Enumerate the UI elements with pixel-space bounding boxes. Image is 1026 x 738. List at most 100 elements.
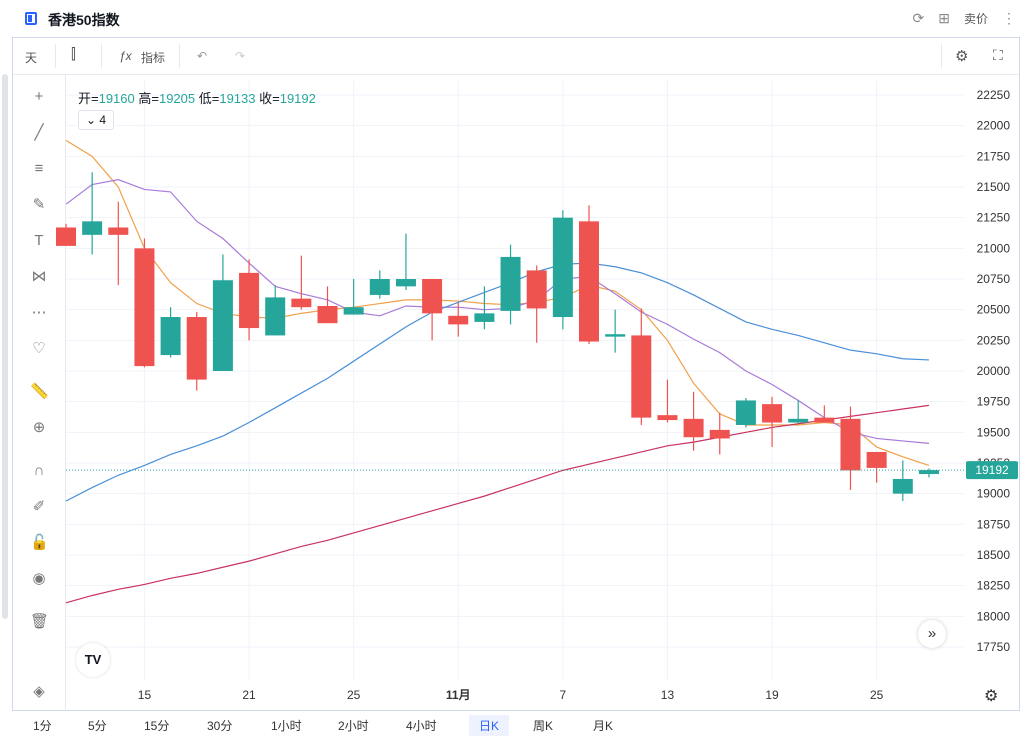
ruler-icon[interactable]: 📏 — [30, 383, 49, 400]
zoom-icon[interactable]: ⊕ — [32, 419, 46, 436]
page-scrollbar[interactable] — [2, 74, 8, 619]
magnet-icon[interactable]: ∩ — [33, 462, 45, 479]
candle-body[interactable] — [840, 418, 861, 471]
lock-drawing-icon[interactable]: ✐ — [32, 498, 46, 515]
undo-icon[interactable]: ↶ — [197, 49, 208, 63]
candle-body[interactable] — [866, 451, 887, 468]
candle-body[interactable] — [395, 279, 416, 287]
candle-body[interactable] — [788, 418, 809, 423]
legend-toggle[interactable]: ⌄ 4 — [78, 110, 114, 130]
ohlc-readout: 开=19160 高=19205 低=19133 收=19192 — [78, 88, 316, 107]
candle-body[interactable] — [265, 297, 286, 336]
candle-body[interactable] — [448, 315, 469, 325]
ma-line-3 — [65, 404, 930, 604]
candle-body[interactable] — [134, 248, 155, 367]
ma-line-0 — [65, 139, 930, 467]
y-tick-label: 19500 — [977, 425, 1011, 439]
horizontal-lines-icon[interactable]: ≡ — [34, 160, 44, 177]
function-icon[interactable]: ƒx — [119, 49, 132, 63]
chart-toolbar: 天 ⫿ ƒx 指标 ↶ ↷ ⚙ ⛶ — [13, 38, 1019, 75]
candle-body[interactable] — [657, 415, 678, 421]
period-6[interactable]: 4小时 — [406, 719, 437, 733]
y-tick-label: 22250 — [977, 88, 1011, 102]
candle-body[interactable] — [631, 335, 652, 418]
top-right-actions: ⟳ ⊞ 卖价 ⋮ — [913, 10, 1016, 27]
candle-body[interactable] — [369, 279, 390, 295]
candle-body[interactable] — [526, 270, 547, 309]
candle-body[interactable] — [762, 404, 783, 423]
candle-body[interactable] — [500, 256, 521, 311]
candle-body[interactable] — [108, 227, 129, 235]
candle-type-icon[interactable]: ⫿ — [71, 46, 76, 63]
drawing-tools: + ╱ ≡ ✎ T ⋈ ⋯ ♡ 📏 ⊕ ∩ ✐ 🔓 ◉ 🗑 ◈ — [13, 75, 66, 711]
redo-icon[interactable]: ↷ — [235, 49, 246, 63]
scroll-to-realtime-button[interactable]: » — [918, 620, 946, 648]
x-tick-label: 11月 — [446, 688, 471, 702]
candle-body[interactable] — [343, 307, 364, 315]
y-tick-label: 21500 — [977, 180, 1011, 194]
text-icon[interactable]: T — [34, 232, 44, 249]
lock-icon[interactable]: 🔓 — [30, 534, 49, 551]
brush-icon[interactable]: ✎ — [32, 196, 46, 213]
eye-icon[interactable]: ◉ — [32, 570, 46, 587]
candle-body[interactable] — [317, 305, 338, 324]
layout-grid-icon[interactable]: ⊞ — [938, 10, 950, 26]
candle-body[interactable] — [709, 429, 730, 439]
panel-icon — [25, 12, 37, 25]
ma-line-2 — [65, 262, 929, 502]
candle-body[interactable] — [552, 217, 573, 318]
period-8[interactable]: 周K — [533, 719, 554, 733]
candle-body[interactable] — [422, 279, 443, 314]
pattern-icon[interactable]: ⋈ — [31, 268, 47, 285]
candle-body[interactable] — [683, 418, 704, 438]
candle-body[interactable] — [186, 317, 207, 380]
candle-body[interactable] — [160, 317, 181, 356]
period-3[interactable]: 30分 — [207, 719, 233, 733]
forecast-icon[interactable]: ⋯ — [31, 304, 47, 321]
layers-icon[interactable]: ◈ — [33, 683, 45, 700]
y-tick-label: 20250 — [977, 333, 1011, 347]
candle-body[interactable] — [579, 221, 599, 342]
candle-body[interactable] — [892, 478, 913, 494]
period-9[interactable]: 月K — [593, 719, 614, 733]
candle-body[interactable] — [605, 334, 626, 337]
close-label: 收= — [259, 91, 280, 106]
period-7[interactable]: 日K — [469, 715, 510, 736]
candle-body[interactable] — [56, 227, 76, 246]
settings-icon[interactable]: ⚙ — [955, 48, 969, 65]
tradingview-logo[interactable]: TV — [76, 643, 110, 677]
fullscreen-icon[interactable]: ⛶ — [993, 47, 1003, 63]
price-type-label[interactable]: 卖价 — [963, 12, 988, 26]
y-tick-label: 20750 — [977, 272, 1011, 286]
more-icon[interactable]: ⋮ — [1002, 10, 1016, 26]
candle-body[interactable] — [212, 280, 233, 371]
interval-selector[interactable]: 天 — [25, 51, 38, 65]
heart-icon[interactable]: ♡ — [32, 340, 46, 357]
period-2[interactable]: 15分 — [144, 719, 170, 733]
page-title: 香港50指数 — [48, 12, 120, 28]
low-label: 低= — [198, 91, 220, 106]
period-5[interactable]: 2小时 — [338, 719, 369, 733]
refresh-icon[interactable]: ⟳ — [912, 10, 925, 26]
trash-icon[interactable]: 🗑 — [30, 613, 50, 630]
candle-body[interactable] — [735, 400, 756, 425]
candle-body[interactable] — [239, 272, 260, 329]
indicators-button[interactable]: 指标 — [141, 51, 166, 65]
candle-body[interactable] — [291, 298, 312, 308]
candle-body[interactable] — [474, 313, 495, 322]
legend-count: 4 — [99, 113, 107, 127]
period-0[interactable]: 1分 — [33, 719, 52, 733]
candle-body[interactable] — [82, 221, 103, 235]
crosshair-icon[interactable]: + — [34, 88, 44, 105]
period-4[interactable]: 1小时 — [271, 719, 302, 733]
y-tick-label: 18750 — [977, 517, 1011, 531]
trendline-icon[interactable]: ╱ — [34, 124, 44, 141]
axis-settings-icon[interactable]: ⚙ — [984, 688, 999, 705]
y-tick-label: 17750 — [977, 640, 1011, 654]
y-tick-label: 18500 — [977, 548, 1011, 562]
candle-body[interactable] — [814, 417, 835, 423]
y-tick-label: 18250 — [977, 579, 1011, 593]
candle-body[interactable] — [918, 470, 939, 475]
period-1[interactable]: 5分 — [88, 719, 107, 733]
